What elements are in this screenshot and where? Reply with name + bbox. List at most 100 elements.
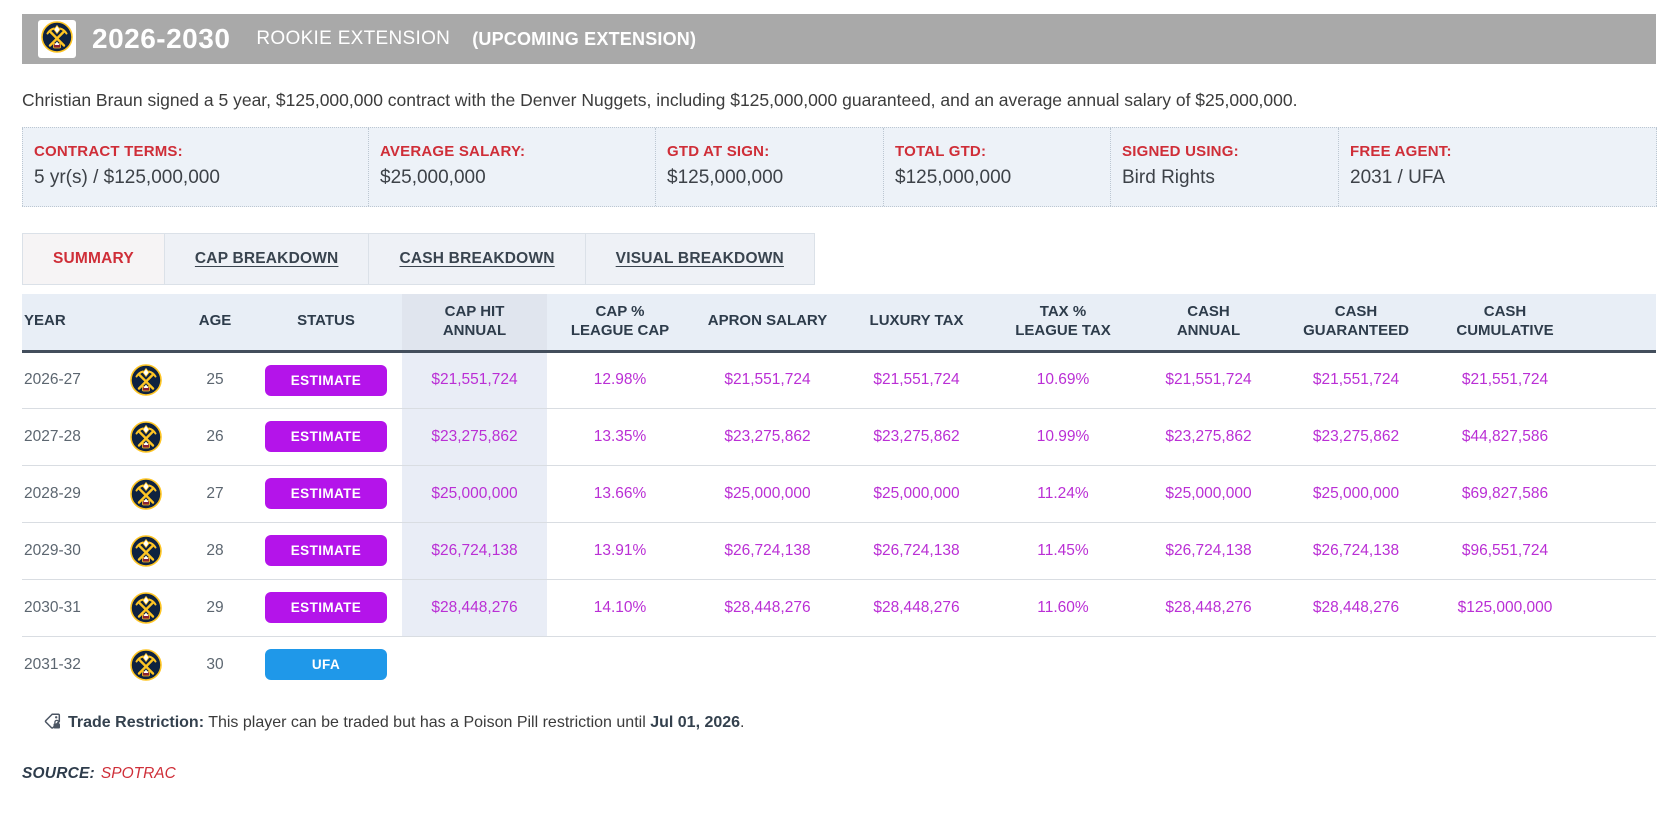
cash-cumulative-cell: $96,551,724 (1461, 541, 1549, 559)
spacer-cell (1580, 522, 1656, 579)
team-logo-cell (112, 351, 180, 408)
status-badge: ESTIMATE (265, 478, 387, 509)
cash-annual-cell: $28,448,276 (1165, 598, 1252, 616)
year-cell: 2028-29 (24, 484, 81, 502)
tab-cash-breakdown[interactable]: CASH BREAKDOWN (369, 234, 586, 284)
cap-pct-league-cap-cell: 13.91% (593, 541, 647, 559)
status-badge: UFA (265, 649, 387, 681)
source-line: SOURCE: SPOTRAC (22, 765, 1656, 783)
term-value: 2031 / UFA (1350, 167, 1446, 188)
year-cell: 2026-27 (24, 371, 81, 388)
cap-pct-league-cap-cell: 13.66% (593, 484, 647, 502)
cash-guaranteed-cell: $23,275,862 (1312, 427, 1400, 445)
team-logo (130, 591, 162, 624)
term-label: SIGNED USING: (1122, 143, 1239, 160)
table-row-2026-27: 2026-27 25 ESTIMATE $21,551,724 12.98% $21,5… (22, 351, 1656, 408)
term-label: AVERAGE SALARY: (380, 143, 526, 160)
apron-salary-cell: $26,724,138 (724, 541, 811, 559)
cash-annual-cell (1135, 636, 1282, 693)
table-row-2030-31: 2030-31 29 ESTIMATE $28,448,276 14.10% $28,4… (22, 579, 1656, 636)
col-header-tax-pct-league-tax: TAX % LEAGUE TAX (1015, 303, 1111, 339)
contract-title-bar: 2026-2030 ROOKIE EXTENSION (UPCOMING EXT… (22, 14, 1656, 64)
cap-hit-annual-cell: $21,551,724 (402, 351, 547, 408)
tab-summary[interactable]: SUMMARY (23, 234, 165, 284)
team-logo-cell (112, 636, 180, 693)
tax-pct-league-tax-cell: 11.24% (1037, 484, 1089, 502)
team-logo (130, 534, 162, 567)
term-value: 5 yr(s) / $125,000,000 (34, 167, 220, 188)
spacer-cell (1580, 408, 1656, 465)
term-label: TOTAL GTD: (895, 143, 987, 160)
header-row: YEAR AGE STATUS CAP HIT ANNUAL CAP % LEAGUE … (22, 294, 1656, 351)
age-cell: 28 (206, 541, 224, 559)
term-label: CONTRACT TERMS: (34, 143, 183, 160)
status-badge: ESTIMATE (265, 592, 387, 623)
year-cell: 2031-32 (24, 655, 81, 673)
age-cell: 30 (206, 655, 224, 673)
status-cell: ESTIMATE (250, 522, 402, 579)
cap-pct-league-cap-cell: 14.10% (593, 598, 647, 616)
age-cell: 29 (206, 598, 224, 616)
cash-guaranteed-cell: $21,551,724 (1312, 371, 1400, 388)
status-cell: ESTIMATE (250, 465, 402, 522)
term-free-agent: FREE AGENT: 2031 / UFA (1338, 128, 1657, 206)
contract-years: 2026-2030 (92, 23, 231, 54)
team-logo (130, 364, 162, 396)
cash-annual-cell: $21,551,724 (1165, 371, 1252, 388)
col-header-spacer (1580, 294, 1656, 351)
cash-cumulative-cell (1430, 636, 1580, 693)
status-cell: ESTIMATE (250, 351, 402, 408)
cap-pct-league-cap-cell: 12.98% (593, 371, 647, 388)
cap-hit-annual-cell: $23,275,862 (402, 408, 547, 465)
apron-salary-cell (693, 636, 842, 693)
contract-table-body: 2026-27 25 ESTIMATE $21,551,724 12.98% $21,5… (22, 351, 1656, 693)
luxury-tax-cell: $23,275,862 (873, 427, 960, 445)
cash-cumulative-cell: $69,827,586 (1461, 484, 1549, 502)
team-logo (130, 477, 162, 510)
cash-annual-cell: $25,000,000 (1165, 484, 1252, 502)
contract-summary-sentence: Christian Braun signed a 5 year, $125,00… (22, 90, 1298, 110)
team-logo-cell (112, 579, 180, 636)
tab-visual-breakdown[interactable]: VISUAL BREAKDOWN (615, 250, 784, 267)
term-total-gtd: TOTAL GTD: $125,000,000 (883, 128, 1110, 206)
status-cell: UFA (250, 636, 402, 693)
cap-pct-league-cap-cell: 13.35% (593, 427, 647, 445)
cash-annual-cell: $23,275,862 (1165, 427, 1252, 445)
term-label: FREE AGENT: (1350, 143, 1452, 160)
status-badge: ESTIMATE (265, 364, 387, 396)
age-cell: 25 (206, 371, 224, 388)
age-cell: 26 (206, 427, 224, 445)
spacer-cell (1580, 465, 1656, 522)
breakdown-tabs: SUMMARY CAP BREAKDOWN CASH BREAKDOWN VIS… (22, 233, 815, 285)
term-value: $125,000,000 (667, 167, 784, 188)
apron-salary-cell: $23,275,862 (724, 427, 811, 445)
status-badge: ESTIMATE (265, 535, 387, 566)
source-link[interactable]: SPOTRAC (100, 765, 176, 782)
term-label: GTD AT SIGN: (667, 143, 770, 160)
team-logo-cell (112, 522, 180, 579)
contract-type-label: ROOKIE EXTENSION (256, 28, 451, 49)
year-cell: 2029-30 (24, 541, 81, 559)
apron-salary-cell: $25,000,000 (724, 484, 811, 502)
col-header-cap-hit-annual: CAP HIT ANNUAL (402, 294, 547, 351)
luxury-tax-cell: $28,448,276 (873, 598, 960, 616)
tab-cap-breakdown[interactable]: CAP BREAKDOWN (165, 234, 370, 284)
cap-hit-annual-cell: $26,724,138 (402, 522, 547, 579)
status-badge: ESTIMATE (265, 421, 387, 452)
luxury-tax-cell: $26,724,138 (873, 541, 960, 559)
term-signed-using: SIGNED USING: Bird Rights (1110, 128, 1338, 206)
team-logo (130, 420, 162, 453)
col-header-cash-guaranteed: CASH GUARANTEED (1303, 303, 1409, 339)
col-header-team-logo (112, 294, 180, 351)
luxury-tax-cell (842, 636, 991, 693)
year-cell: 2030-31 (24, 598, 81, 616)
table-row-2031-32: 2031-32 30 UFA (22, 636, 1656, 693)
table-row-2029-30: 2029-30 28 ESTIMATE $26,724,138 13.91% $26,7… (22, 522, 1656, 579)
cap-hit-annual-cell: $28,448,276 (402, 579, 547, 636)
cash-guaranteed-cell (1282, 636, 1430, 693)
apron-salary-cell: $28,448,276 (724, 598, 811, 616)
col-header-year: YEAR (24, 312, 66, 330)
contract-table-head: YEAR AGE STATUS CAP HIT ANNUAL CAP % LEAGUE … (22, 294, 1656, 351)
cash-guaranteed-cell: $26,724,138 (1312, 541, 1400, 559)
col-header-status: STATUS (297, 312, 355, 330)
